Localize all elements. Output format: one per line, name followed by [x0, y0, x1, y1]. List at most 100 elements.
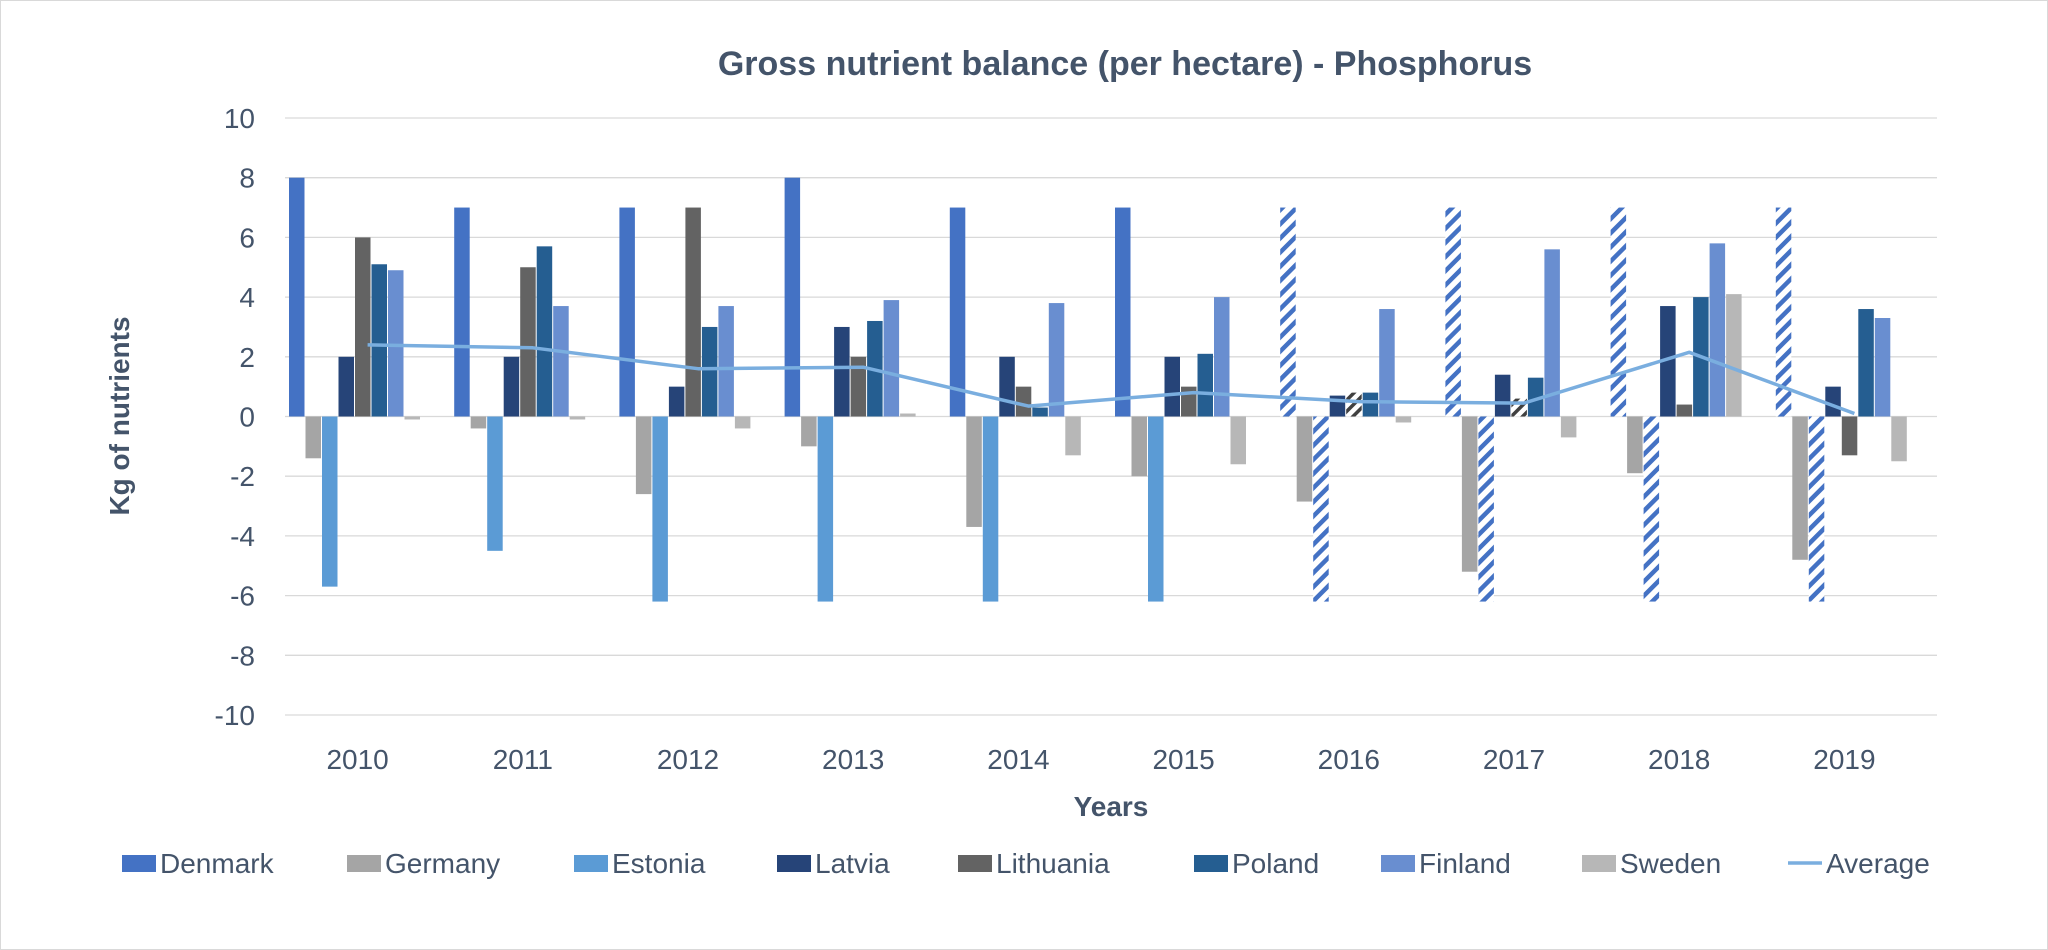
bar-finland-2010 — [388, 270, 404, 417]
bar-estonia-2012 — [652, 416, 668, 602]
legend-label-sweden: Sweden — [1620, 848, 1721, 879]
bar-latvia-2018 — [1660, 306, 1676, 417]
bar-finland-2019 — [1874, 318, 1891, 417]
legend-swatch-germany — [347, 855, 381, 872]
bar-denmark-2015 — [1115, 207, 1131, 417]
bar-lithuania-2011 — [520, 267, 536, 417]
bar-estonia-2015 — [1148, 416, 1164, 602]
legend-label-latvia: Latvia — [815, 848, 890, 879]
bar-finland-2018 — [1709, 243, 1726, 417]
bar-finland-2017 — [1544, 249, 1560, 417]
bar-germany-2018 — [1627, 416, 1643, 474]
bar-finland-2012 — [718, 306, 734, 417]
legend-swatch-latvia — [777, 855, 811, 872]
legend-label-germany: Germany — [385, 848, 500, 879]
legend-swatch-lithuania — [958, 855, 992, 872]
x-axis-ticks: 2010 2011 2012 2013 2014 2015 2016 2017 2018 2019 — [326, 744, 1875, 775]
line-average — [367, 343, 1856, 416]
y-tick-label: -8 — [230, 640, 255, 671]
x-tick-label: 2017 — [1483, 744, 1545, 775]
bar-sweden-2015 — [1230, 416, 1246, 465]
bar-finland-2013 — [883, 300, 900, 417]
bar-denmark-2019 — [1775, 207, 1792, 417]
y-axis-ticks: 10 8 6 4 2 0 -2 -4 -6 -8 -10 — [215, 103, 255, 731]
bar-poland-2010 — [371, 264, 387, 417]
legend-swatch-estonia — [574, 855, 608, 872]
legend-label-lithuania: Lithuania — [996, 848, 1110, 879]
y-tick-label: 2 — [239, 342, 255, 373]
legend-swatch-denmark — [122, 855, 156, 872]
bar-denmark-2012 — [619, 207, 635, 417]
legend: Denmark Germany Estonia Latvia Lithuania Pola… — [122, 848, 1930, 879]
legend-label-average: Average — [1826, 848, 1930, 879]
bar-sweden-2016 — [1395, 416, 1412, 423]
legend-label-estonia: Estonia — [612, 848, 706, 879]
bar-denmark-2013 — [784, 177, 801, 417]
bar-poland-2017 — [1527, 377, 1544, 417]
x-tick-label: 2013 — [822, 744, 884, 775]
bar-sweden-2011 — [569, 416, 586, 420]
bar-estonia-2016 — [1313, 416, 1329, 602]
y-axis-title: Kg of nutrients — [104, 316, 135, 515]
bar-latvia-2012 — [668, 386, 685, 417]
bar-sweden-2013 — [900, 413, 916, 417]
y-tick-label: -2 — [230, 461, 255, 492]
bars — [289, 177, 1907, 602]
bar-lithuania-2019 — [1841, 416, 1858, 456]
bar-germany-2011 — [470, 416, 487, 429]
x-tick-label: 2011 — [493, 744, 553, 775]
bar-latvia-2011 — [503, 356, 520, 417]
bar-lithuania-2014 — [1015, 386, 1032, 417]
bar-estonia-2010 — [322, 416, 338, 587]
bar-lithuania-2013 — [850, 356, 867, 417]
x-tick-label: 2014 — [987, 744, 1049, 775]
bar-sweden-2014 — [1065, 416, 1081, 456]
bar-germany-2012 — [635, 416, 652, 495]
y-tick-label: -10 — [215, 700, 255, 731]
bar-germany-2019 — [1792, 416, 1808, 560]
bar-latvia-2010 — [338, 356, 354, 417]
legend-swatch-sweden — [1582, 855, 1616, 872]
bar-finland-2014 — [1048, 303, 1065, 417]
legend-label-finland: Finland — [1419, 848, 1511, 879]
legend-swatch-finland — [1381, 855, 1415, 872]
bar-poland-2019 — [1858, 309, 1874, 417]
bar-estonia-2018 — [1643, 416, 1660, 602]
chart-title: Gross nutrient balance (per hectare) - P… — [718, 45, 1532, 83]
bar-germany-2010 — [305, 416, 321, 459]
y-tick-label: 4 — [239, 282, 255, 313]
bar-denmark-2014 — [949, 207, 966, 417]
bar-estonia-2017 — [1478, 416, 1494, 602]
bar-finland-2011 — [553, 306, 569, 417]
bar-lithuania-2012 — [685, 207, 701, 417]
x-tick-label: 2015 — [1152, 744, 1214, 775]
bar-poland-2016 — [1362, 392, 1379, 417]
bar-latvia-2017 — [1494, 374, 1511, 417]
x-tick-label: 2016 — [1318, 744, 1380, 775]
bar-denmark-2010 — [289, 177, 305, 417]
legend-swatch-poland — [1194, 855, 1228, 872]
bar-estonia-2011 — [487, 416, 503, 551]
legend-label-poland: Poland — [1232, 848, 1319, 879]
bar-estonia-2014 — [982, 416, 999, 602]
bar-germany-2015 — [1131, 416, 1147, 477]
bar-germany-2017 — [1461, 416, 1478, 572]
x-tick-label: 2010 — [326, 744, 388, 775]
x-tick-label: 2019 — [1813, 744, 1875, 775]
bar-poland-2014 — [1032, 407, 1048, 417]
y-tick-label: 10 — [224, 103, 255, 134]
bar-latvia-2014 — [999, 356, 1015, 417]
bar-latvia-2019 — [1825, 386, 1841, 417]
bar-poland-2012 — [701, 326, 718, 417]
x-axis-title: Years — [1074, 791, 1149, 822]
bar-finland-2015 — [1214, 297, 1230, 417]
y-tick-label: 6 — [239, 222, 255, 253]
y-tick-label: 0 — [239, 402, 255, 433]
bar-finland-2016 — [1379, 309, 1395, 417]
bar-lithuania-2016 — [1346, 392, 1362, 417]
bar-estonia-2019 — [1808, 416, 1825, 602]
x-tick-label: 2012 — [657, 744, 719, 775]
bar-sweden-2017 — [1560, 416, 1577, 438]
bar-sweden-2012 — [734, 416, 751, 429]
